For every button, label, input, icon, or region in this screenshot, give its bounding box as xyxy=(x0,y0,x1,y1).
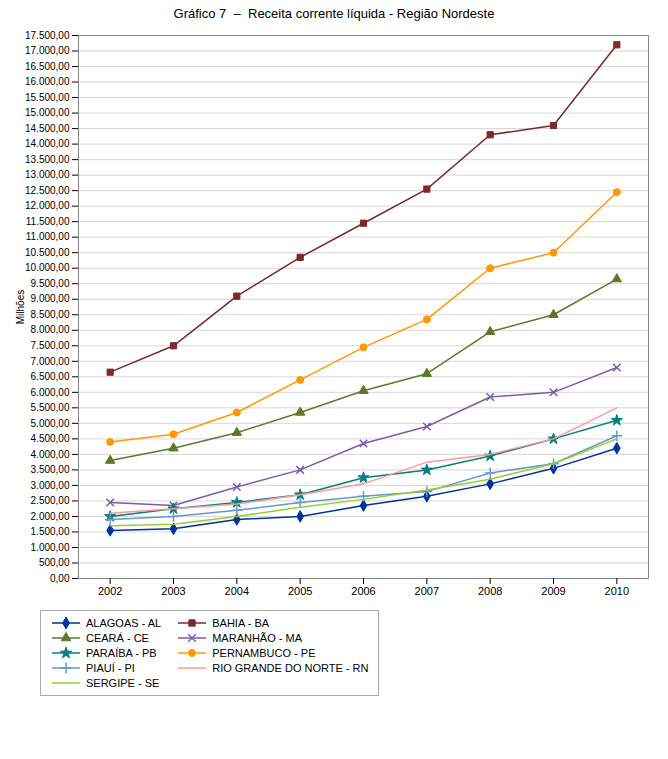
svg-text:14.000,00: 14.000,00 xyxy=(25,138,70,149)
svg-text:2.500,00: 2.500,00 xyxy=(31,495,70,506)
svg-text:8.000,00: 8.000,00 xyxy=(31,324,70,335)
svg-text:9.000,00: 9.000,00 xyxy=(31,293,70,304)
svg-text:6.000,00: 6.000,00 xyxy=(31,387,70,398)
svg-text:1.500,00: 1.500,00 xyxy=(31,526,70,537)
svg-text:9.500,00: 9.500,00 xyxy=(31,278,70,289)
svg-text:2010: 2010 xyxy=(605,585,629,597)
svg-text:17.000,00: 17.000,00 xyxy=(25,45,70,56)
svg-text:12.000,00: 12.000,00 xyxy=(25,200,70,211)
svg-text:13.500,00: 13.500,00 xyxy=(25,154,70,165)
svg-text:13.000,00: 13.000,00 xyxy=(25,169,70,180)
html-text:SERGIPE - SE: SERGIPE - SE xyxy=(86,677,160,689)
svg-text:2007: 2007 xyxy=(415,585,439,597)
html-text:Gráfico 7 – Receita corrente l: Gráfico 7 – Receita corrente líquida - R… xyxy=(173,6,495,21)
svg-text:2008: 2008 xyxy=(478,585,502,597)
svg-text:2.000,00: 2.000,00 xyxy=(31,511,70,522)
svg-text:2006: 2006 xyxy=(351,585,375,597)
svg-text:14.500,00: 14.500,00 xyxy=(25,123,70,134)
svg-text:15.000,00: 15.000,00 xyxy=(25,107,70,118)
html-text:PARAÍBA - PB: PARAÍBA - PB xyxy=(86,647,157,659)
svg-text:15.500,00: 15.500,00 xyxy=(25,92,70,103)
svg-text:2009: 2009 xyxy=(541,585,565,597)
svg-text:4.000,00: 4.000,00 xyxy=(31,449,70,460)
svg-text:8.500,00: 8.500,00 xyxy=(31,309,70,320)
svg-text:5.000,00: 5.000,00 xyxy=(31,418,70,429)
html-text:PERNAMBUCO - PE: PERNAMBUCO - PE xyxy=(212,647,316,659)
svg-text:10.500,00: 10.500,00 xyxy=(25,247,70,258)
svg-text:2002: 2002 xyxy=(98,585,122,597)
svg-text:1.000,00: 1.000,00 xyxy=(31,542,70,553)
svg-text:5.500,00: 5.500,00 xyxy=(31,402,70,413)
svg-text:11.000,00: 11.000,00 xyxy=(26,231,70,242)
svg-text:6.500,00: 6.500,00 xyxy=(31,371,70,382)
svg-text:2004: 2004 xyxy=(225,585,249,597)
svg-text:2005: 2005 xyxy=(288,585,312,597)
svg-text:12.500,00: 12.500,00 xyxy=(25,185,70,196)
svg-text:10.000,00: 10.000,00 xyxy=(25,262,70,273)
svg-text:16.000,00: 16.000,00 xyxy=(25,76,70,87)
svg-text:500,00: 500,00 xyxy=(39,557,70,568)
svg-text:2003: 2003 xyxy=(161,585,185,597)
svg-text:16.500,00: 16.500,00 xyxy=(25,61,70,72)
html-text:PIAUÍ - PI: PIAUÍ - PI xyxy=(86,662,135,674)
svg-text:0,00: 0,00 xyxy=(50,573,70,584)
html-text:CEARÁ - CE: CEARÁ - CE xyxy=(86,632,149,644)
svg-text:7.000,00: 7.000,00 xyxy=(31,356,70,367)
html-text:BAHIA - BA: BAHIA - BA xyxy=(212,617,270,629)
svg-text:3.500,00: 3.500,00 xyxy=(31,464,70,475)
svg-text:Milhões: Milhões xyxy=(15,290,26,324)
html-text:ALAGOAS - AL: ALAGOAS - AL xyxy=(86,617,162,629)
svg-text:7.500,00: 7.500,00 xyxy=(31,340,70,351)
svg-text:11.500,00: 11.500,00 xyxy=(26,216,70,227)
html-text:RIO GRANDE DO NORTE - RN: RIO GRANDE DO NORTE - RN xyxy=(212,662,369,674)
svg-text:3.000,00: 3.000,00 xyxy=(31,480,70,491)
svg-text:17.500,00: 17.500,00 xyxy=(25,30,70,41)
svg-text:4.500,00: 4.500,00 xyxy=(31,433,70,444)
html-text:MARANHÃO - MA: MARANHÃO - MA xyxy=(212,632,302,644)
